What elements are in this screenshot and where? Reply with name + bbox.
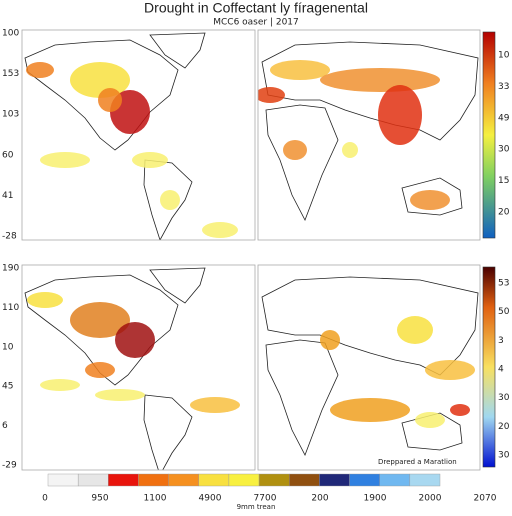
axis-label: 49: [498, 113, 510, 123]
axis-label: 20: [498, 422, 510, 432]
drought-area: [342, 142, 358, 158]
legend-swatch: [319, 473, 350, 487]
axis-label: -28: [2, 232, 17, 242]
drought-area: [190, 397, 240, 413]
title: Drought in Coffectant ly fíragenental: [144, 0, 368, 16]
legend-swatch: [198, 473, 230, 487]
panel-frame: [21, 29, 256, 241]
legend-swatch: [258, 473, 290, 487]
axis-label: 2000: [419, 494, 442, 504]
axis-label: 10: [498, 51, 510, 61]
drought-area: [410, 190, 450, 210]
panel-frame: [21, 264, 256, 471]
colorbar-bottom: [482, 266, 496, 468]
axis-label: 190: [2, 264, 19, 274]
landmass: [265, 104, 339, 221]
axis-label: 45: [2, 382, 13, 392]
drought-area: [40, 152, 90, 168]
drought-area: [115, 322, 155, 358]
legend-bar: [47, 473, 441, 487]
axis-label: -29: [2, 461, 17, 471]
axis-label: 41: [2, 191, 13, 201]
colorbar-top: [482, 31, 496, 239]
drought-area: [378, 85, 422, 145]
drought-area: [40, 379, 80, 391]
drought-area: [320, 68, 440, 92]
landmass: [143, 394, 193, 470]
drought-area: [320, 330, 340, 350]
landmass: [149, 32, 206, 69]
axis-label: 950: [91, 494, 108, 504]
axis-label: 30: [498, 393, 510, 403]
drought-area: [70, 62, 130, 98]
axis-label: 10: [2, 342, 14, 352]
landmass: [265, 339, 339, 456]
drought-area: [95, 389, 145, 401]
axis-label: 60: [2, 150, 14, 160]
drought-area: [258, 87, 285, 103]
legend-swatch: [47, 473, 79, 487]
legend-swatch: [168, 473, 199, 487]
annotation: Dreppared a Maratlion: [378, 458, 457, 466]
axis-label: 7700: [254, 494, 277, 504]
drought-area: [330, 398, 410, 422]
axis-label: 0: [42, 494, 48, 504]
legend-swatch: [228, 473, 260, 487]
drought-area: [450, 404, 470, 416]
legend-swatch: [349, 473, 380, 487]
axis-label: 200: [311, 494, 328, 504]
axis-label: 103: [2, 110, 19, 120]
drought-area: [397, 316, 433, 344]
drought-area: [283, 140, 307, 160]
legend-swatch: [289, 473, 320, 487]
axis-label: 100: [2, 29, 19, 39]
legend-swatch: [409, 473, 441, 487]
legend-swatch: [108, 473, 139, 487]
drought-area: [270, 60, 330, 80]
axis-label: 15: [498, 176, 509, 186]
axis-label: 6: [2, 421, 8, 431]
axis-label: 153: [2, 69, 19, 79]
legend-caption: 9mm trean: [237, 503, 276, 511]
axis-label: 30: [498, 451, 510, 461]
axis-label: 1900: [364, 494, 387, 504]
panel-frame: [257, 264, 481, 471]
subtitle: MCC6 oaser | 2017: [213, 18, 299, 28]
axis-label: 1100: [144, 494, 167, 504]
legend-swatch: [379, 473, 411, 487]
legend-swatch: [138, 473, 169, 487]
legend-swatch: [77, 473, 109, 487]
map-panel: [258, 30, 480, 240]
axis-label: 4900: [199, 494, 222, 504]
map-panel: [22, 30, 255, 240]
axis-label: 110: [2, 303, 19, 313]
panel-frame: [257, 29, 481, 241]
axis-label: 4: [498, 365, 504, 375]
drought-area: [70, 302, 130, 338]
drought-area: [425, 360, 475, 380]
drought-area: [132, 152, 168, 168]
axis-label: 30: [498, 145, 510, 155]
map-panel: [258, 265, 480, 470]
drought-area: [160, 190, 180, 210]
axis-label: 33: [498, 82, 509, 92]
drought-area: [415, 412, 445, 428]
map-panel: [22, 265, 255, 470]
axis-label: 20: [498, 208, 510, 218]
axis-label: 50: [498, 307, 510, 317]
drought-area: [26, 62, 54, 78]
axis-label: 2070: [474, 494, 497, 504]
axis-label: 53: [498, 279, 509, 289]
axis-label: 3: [498, 336, 504, 346]
drought-area: [27, 292, 63, 308]
drought-area: [202, 222, 238, 238]
landmass: [149, 267, 206, 304]
drought-area: [98, 88, 122, 112]
drought-area: [85, 362, 115, 378]
